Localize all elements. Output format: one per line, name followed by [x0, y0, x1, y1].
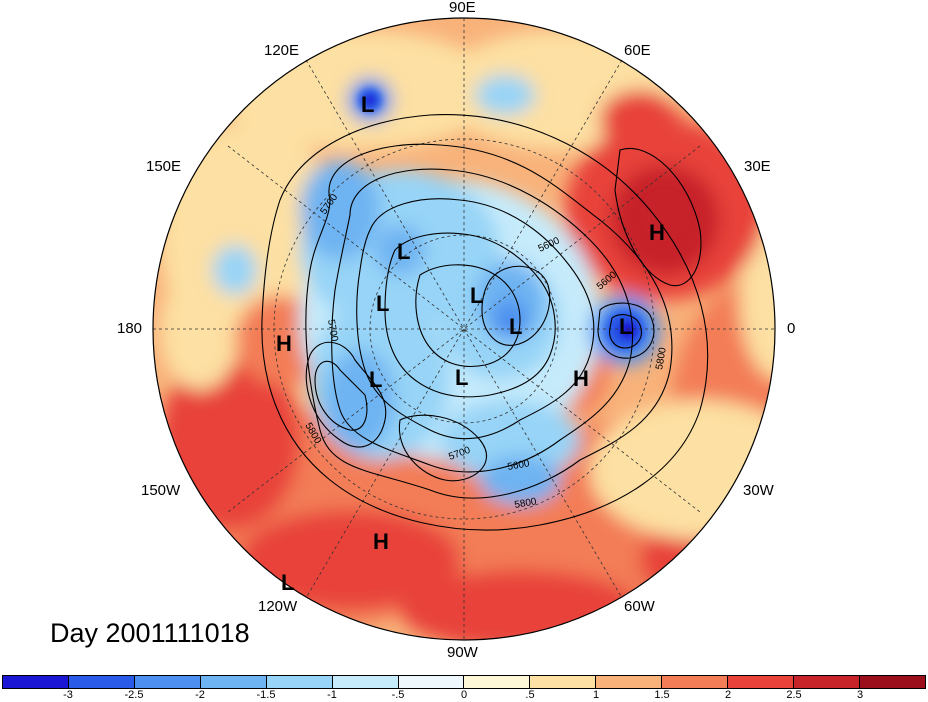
high-marker: H	[649, 220, 665, 245]
colorbar-tick-label: -3	[63, 689, 73, 701]
colorbar-cell	[3, 676, 69, 688]
colorbar-tick-label: -1	[327, 689, 337, 701]
day-label: Day 2001111018	[50, 618, 250, 648]
contour-label: 5800	[514, 496, 538, 511]
low-marker: L	[509, 314, 522, 339]
colorbar-tick-label: -.5	[391, 689, 405, 701]
colorbar-tick-label: 2	[724, 689, 732, 701]
colorbar-cell	[662, 676, 729, 688]
colorbar-cell	[266, 676, 333, 688]
colorbar-cell	[596, 676, 663, 688]
colorbar-tick-label: 2.5	[786, 689, 802, 701]
low-marker: L	[455, 365, 468, 390]
low-marker: L	[397, 239, 410, 264]
anomaly-field	[153, 18, 775, 640]
high-marker: H	[373, 529, 389, 554]
colorbar-cell	[530, 676, 597, 688]
lon-label-90w: 90W	[447, 644, 478, 661]
lon-label-120w: 120W	[258, 598, 298, 615]
map-boundary	[152, 17, 776, 641]
lon-label-60w: 60W	[624, 598, 655, 615]
colorbar-tick-label: 1.5	[654, 689, 670, 701]
lon-label-60e: 60E	[624, 42, 651, 59]
colorbar-cell	[794, 676, 860, 688]
lon-label-180: 180	[117, 320, 143, 337]
colorbar-cell	[134, 676, 201, 688]
colorbar-cell	[464, 676, 531, 688]
colorbar-cell	[332, 676, 399, 688]
contour-label: 5800	[654, 346, 669, 370]
contour-label: 5600	[507, 458, 531, 473]
colorbar-cell	[68, 676, 135, 688]
lon-label-30w: 30W	[743, 482, 774, 499]
lon-label-90e: 90E	[449, 0, 476, 16]
lon-label-150e: 150E	[146, 158, 182, 175]
lon-label-0: 0	[787, 320, 796, 337]
lon-label-30e: 30E	[744, 158, 771, 175]
colorbar	[2, 675, 926, 689]
pressure-centers: L L L L L L L L L H H H H	[276, 92, 665, 595]
colorbar-tick-label: 1	[592, 689, 600, 701]
contour-label: 5700	[325, 319, 340, 343]
colorbar-cell	[859, 676, 925, 688]
low-marker: L	[281, 570, 294, 595]
geopotential-contours	[261, 114, 709, 531]
colorbar-cell	[728, 676, 795, 688]
low-marker: L	[619, 314, 632, 339]
colorbar-tick-label: -2.5	[124, 689, 144, 701]
colorbar-cell	[398, 676, 465, 688]
low-marker: L	[369, 367, 382, 392]
high-marker: H	[573, 366, 589, 391]
lon-label-150w: 150W	[141, 482, 181, 499]
colorbar-tick-label: .5	[525, 689, 535, 701]
colorbar-tick-label: 0	[460, 689, 468, 701]
low-marker: L	[361, 92, 374, 117]
lon-label-120e: 120E	[264, 42, 300, 59]
high-marker: H	[276, 331, 292, 356]
colorbar-tick-label: -2	[195, 689, 205, 701]
colorbar-tick-label: -1.5	[256, 689, 276, 701]
low-marker: L	[470, 283, 483, 308]
colorbar-tick-label: 3	[856, 689, 864, 701]
low-marker: L	[376, 291, 389, 316]
colorbar-cell	[200, 676, 267, 688]
